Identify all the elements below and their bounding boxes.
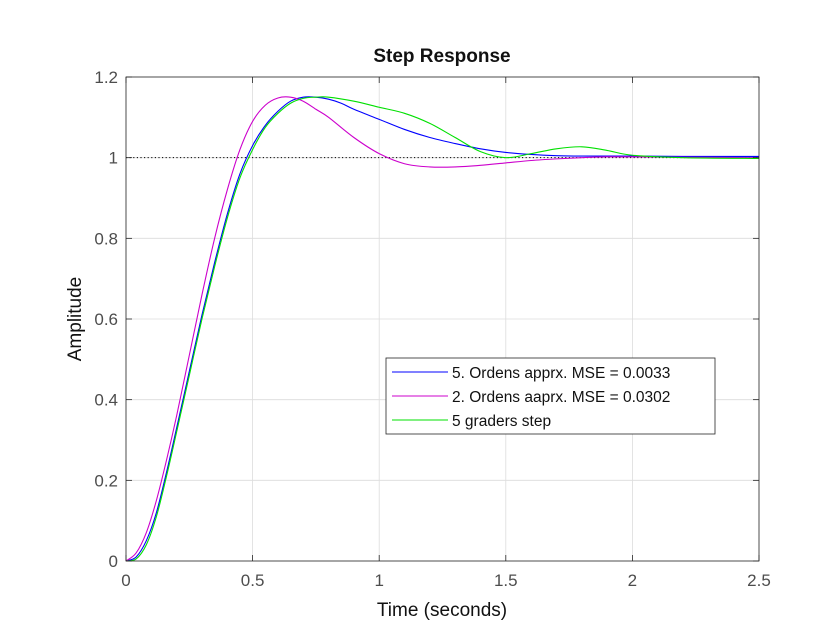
y-tick-label: 0.2: [94, 471, 118, 490]
series-line-2: [125, 96, 760, 562]
y-tick-label: 1: [109, 149, 118, 168]
legend-label-3: 5 graders step: [452, 413, 551, 430]
y-axis: 0 0.2 0.4 0.6 0.8 1 1.2: [94, 68, 759, 571]
series-line-3: [125, 96, 760, 562]
y-tick-label: 1.2: [94, 68, 118, 87]
x-axis-label: Time (seconds): [377, 600, 507, 621]
y-tick-label: 0: [109, 552, 118, 571]
y-tick-label: 0.8: [94, 229, 118, 248]
x-tick-label: 2: [628, 571, 637, 590]
x-axis: 0 0.5 1 1.5 2 2.5: [121, 77, 771, 590]
y-tick-label: 0.6: [94, 310, 118, 329]
chart-title: Step Response: [373, 46, 510, 67]
y-axis-label: Amplitude: [65, 277, 86, 362]
x-tick-label: 0: [121, 571, 130, 590]
legend-label-2: 2. Ordens aaprx. MSE = 0.0302: [452, 389, 670, 406]
x-tick-label: 2.5: [747, 571, 771, 590]
legend: 5. Ordens apprx. MSE = 0.0033 2. Ordens …: [385, 357, 716, 435]
x-tick-label: 1.5: [494, 571, 518, 590]
x-tick-label: 1: [374, 571, 383, 590]
series-group: [125, 96, 760, 562]
x-tick-label: 0.5: [241, 571, 265, 590]
y-tick-label: 0.4: [94, 391, 118, 410]
legend-label-1: 5. Ordens apprx. MSE = 0.0033: [452, 365, 670, 382]
